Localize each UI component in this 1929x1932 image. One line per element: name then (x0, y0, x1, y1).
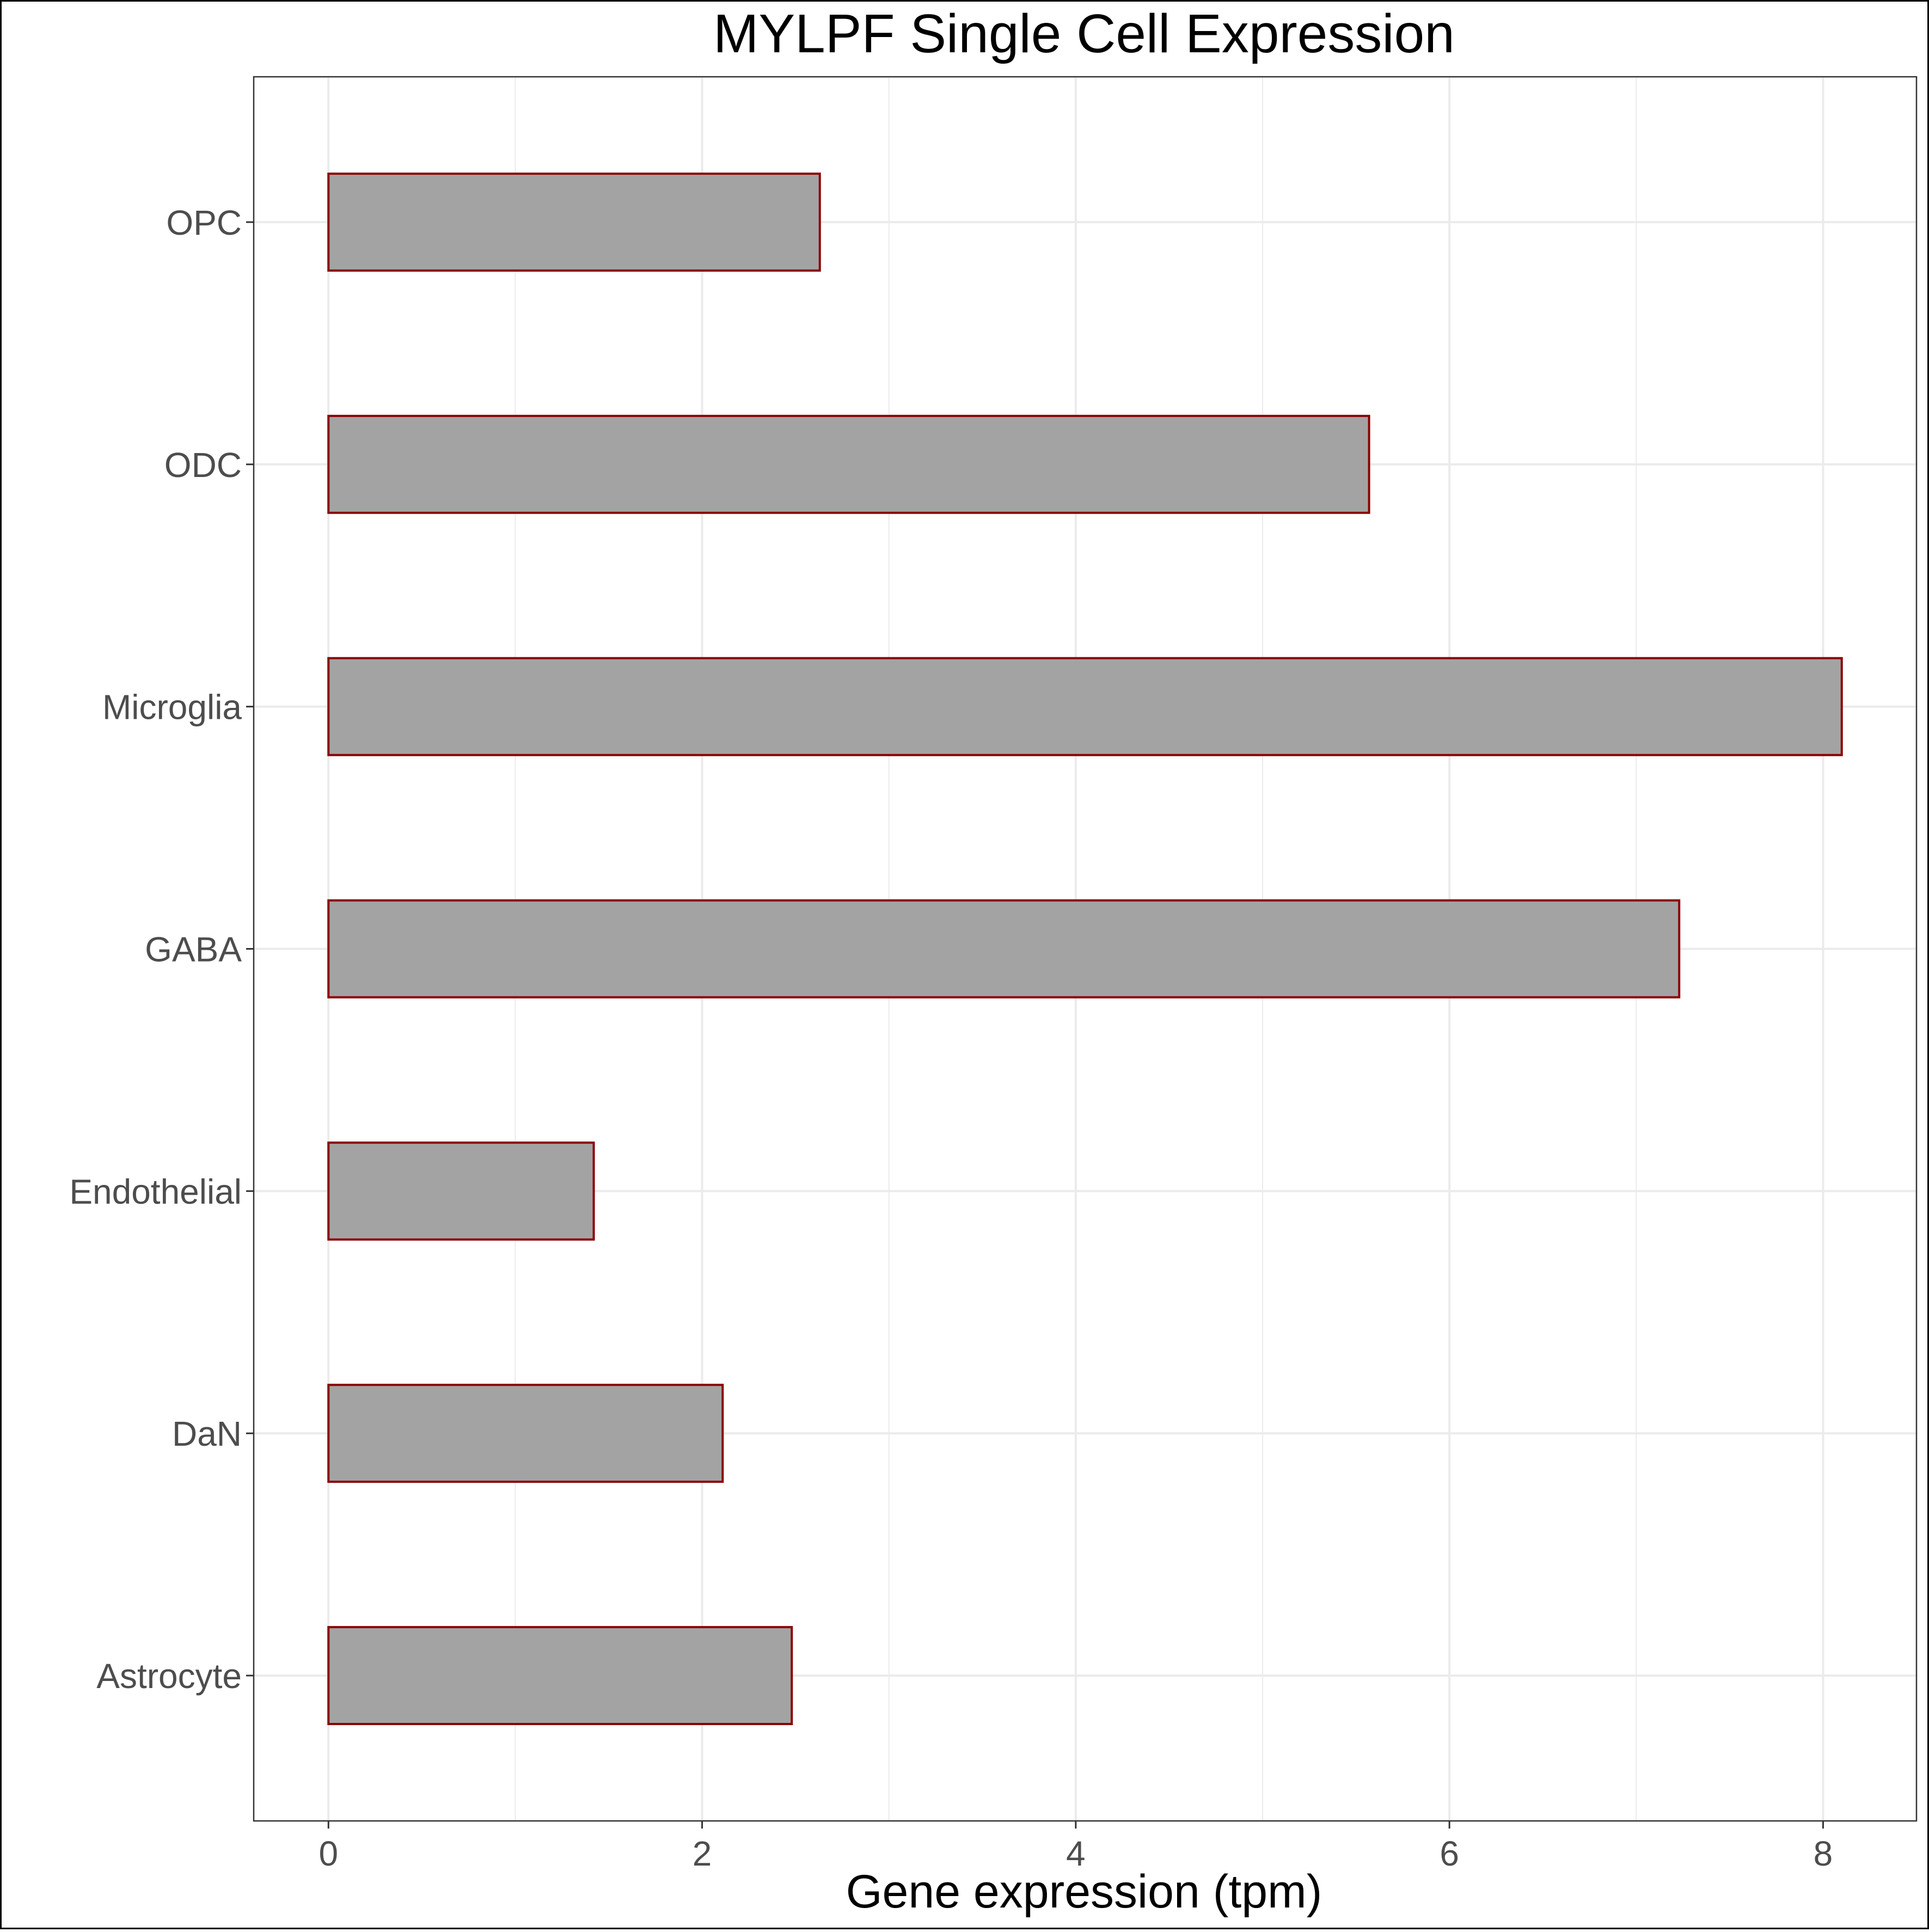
x-tick-label: 8 (1814, 1834, 1833, 1873)
y-axis-ticks: Astrocyte DaN Endothelial GABA Microglia ODC O… (69, 203, 254, 1696)
x-tick-label: 2 (693, 1834, 712, 1873)
y-tick-label: ODC (164, 445, 242, 485)
bar-microglia (327, 657, 1843, 756)
y-tick-label: GABA (145, 930, 242, 969)
y-tick-label: OPC (166, 203, 242, 242)
x-tick-label: 4 (1066, 1834, 1086, 1873)
bar-opc (327, 172, 821, 272)
bar-dan (327, 1384, 724, 1483)
bar-astrocyte (327, 1626, 793, 1726)
x-axis-ticks: 0 2 4 6 8 (319, 1821, 1833, 1873)
y-tick-label: Endothelial (69, 1172, 242, 1211)
y-tick-label: DaN (172, 1414, 242, 1453)
bars (327, 172, 1843, 1726)
x-axis-label: Gene expression (tpm) (846, 1866, 1322, 1918)
y-tick-label: Astrocyte (96, 1656, 242, 1696)
bar-endothelial (327, 1141, 595, 1241)
y-tick-label: Microglia (102, 688, 242, 727)
x-tick-label: 0 (319, 1834, 338, 1873)
bar-gaba (327, 899, 1681, 999)
chart-title: MYLPF Single Cell Expression (713, 3, 1455, 64)
bar-odc (327, 414, 1370, 514)
x-tick-label: 6 (1440, 1834, 1459, 1873)
